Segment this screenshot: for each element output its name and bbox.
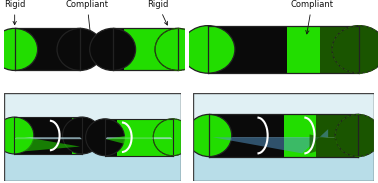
Bar — [124, 28, 178, 70]
Polygon shape — [15, 135, 80, 152]
Bar — [113, 28, 124, 70]
Ellipse shape — [181, 26, 235, 73]
Bar — [105, 119, 117, 156]
Ellipse shape — [98, 134, 101, 137]
Polygon shape — [14, 137, 82, 139]
Polygon shape — [212, 129, 328, 153]
Ellipse shape — [0, 117, 34, 154]
Bar — [72, 117, 82, 154]
Ellipse shape — [186, 114, 232, 157]
Text: Rigid: Rigid — [4, 0, 25, 25]
Polygon shape — [310, 135, 347, 153]
Bar — [4, 137, 181, 181]
Ellipse shape — [90, 28, 136, 70]
Ellipse shape — [153, 119, 192, 156]
Bar — [4, 93, 181, 137]
Text: Rigid: Rigid — [147, 0, 169, 25]
Ellipse shape — [155, 28, 201, 70]
Ellipse shape — [57, 28, 103, 70]
Ellipse shape — [62, 117, 101, 154]
Ellipse shape — [332, 26, 378, 73]
Bar — [15, 28, 80, 70]
Ellipse shape — [103, 47, 108, 52]
Bar — [193, 137, 374, 181]
Text: Compliant: Compliant — [66, 0, 109, 43]
Bar — [316, 114, 358, 157]
Polygon shape — [106, 132, 152, 151]
Ellipse shape — [76, 47, 81, 52]
Ellipse shape — [78, 134, 82, 137]
Bar — [80, 134, 100, 137]
Bar — [14, 117, 72, 154]
Bar — [209, 114, 284, 157]
Bar — [78, 47, 105, 52]
Text: Compliant: Compliant — [290, 0, 333, 34]
Bar — [193, 93, 374, 137]
Ellipse shape — [335, 114, 378, 157]
Polygon shape — [105, 137, 172, 139]
Bar — [287, 26, 320, 73]
Bar — [117, 119, 172, 156]
Bar — [284, 114, 316, 157]
Ellipse shape — [86, 119, 124, 156]
Ellipse shape — [0, 28, 38, 70]
Bar — [320, 26, 359, 73]
Bar — [208, 26, 287, 73]
Polygon shape — [209, 137, 358, 138]
